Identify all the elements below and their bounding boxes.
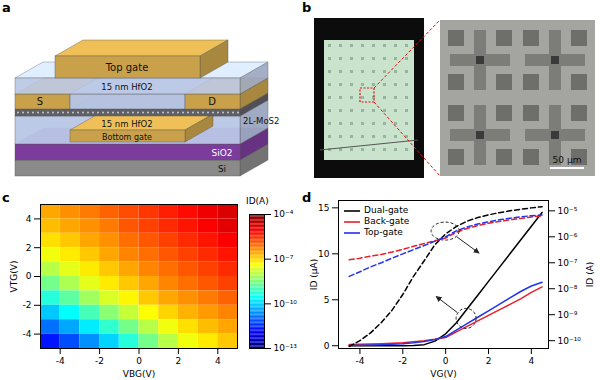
svg-text:10⁻⁵: 10⁻⁵ [558,206,578,216]
svg-text:-4: -4 [355,356,364,366]
html-text:Back-gate: Back-gate [364,216,410,226]
svg-text:10⁻¹⁰: 10⁻¹⁰ [558,336,582,346]
svg-text:0: 0 [26,271,32,281]
svg-text:2L-MoS2: 2L-MoS2 [243,116,279,126]
svg-text:10⁻⁶: 10⁻⁶ [558,232,578,242]
svg-text:D: D [208,96,216,107]
html-text:d: d [302,190,312,205]
html-text:c: c [2,190,10,205]
svg-text:2: 2 [176,356,182,366]
svg-text:10: 10 [318,249,330,259]
svg-text:10⁻⁷: 10⁻⁷ [558,258,578,268]
svg-text:0: 0 [443,356,449,366]
svg-text:-2: -2 [398,356,407,366]
svg-text:2: 2 [486,356,492,366]
svg-text:10⁻¹³: 10⁻¹³ [274,343,298,353]
svg-text:VG(V): VG(V) [430,369,456,379]
svg-text:5: 5 [324,295,330,305]
svg-text:10⁻⁹: 10⁻⁹ [558,310,578,320]
html-text:Top-gate: Top-gate [364,227,403,237]
svg-text:4: 4 [528,356,534,366]
svg-text:10⁻¹⁰: 10⁻¹⁰ [274,299,298,309]
svg-text:2: 2 [26,243,32,253]
svg-text:10⁻⁷: 10⁻⁷ [274,254,294,264]
svg-text:Top gate: Top gate [105,62,149,73]
svg-text:-4: -4 [56,356,65,366]
svg-text:VBG(V): VBG(V) [123,369,155,379]
svg-text:VTG(V): VTG(V) [9,261,19,293]
svg-text:15 nm HfO2: 15 nm HfO2 [101,82,152,92]
svg-text:-2: -2 [23,300,32,310]
html-text:b: b [302,0,312,15]
html-text:Dual-gate: Dual-gate [364,205,409,215]
svg-text:Si: Si [218,164,226,174]
svg-text:4: 4 [215,356,221,366]
svg-text:15 nm HfO2: 15 nm HfO2 [101,119,152,129]
svg-text:S: S [37,96,43,107]
svg-text:ID (A): ID (A) [585,262,595,288]
svg-text:15: 15 [318,203,329,213]
html-text:a: a [2,0,11,15]
html-text:ID(A): ID(A) [246,196,269,206]
svg-text:4: 4 [26,214,32,224]
svg-text:0: 0 [136,356,142,366]
svg-text:Bottom gate: Bottom gate [102,133,152,142]
svg-text:10⁻⁴: 10⁻⁴ [274,209,294,219]
svg-text:-4: -4 [23,329,32,339]
svg-text:ID (µA): ID (µA) [309,259,319,290]
svg-text:50 μm: 50 μm [553,155,582,165]
svg-text:SiO2: SiO2 [211,148,232,158]
svg-text:-2: -2 [95,356,104,366]
svg-text:10⁻⁸: 10⁻⁸ [558,284,578,294]
svg-text:0: 0 [324,341,330,351]
